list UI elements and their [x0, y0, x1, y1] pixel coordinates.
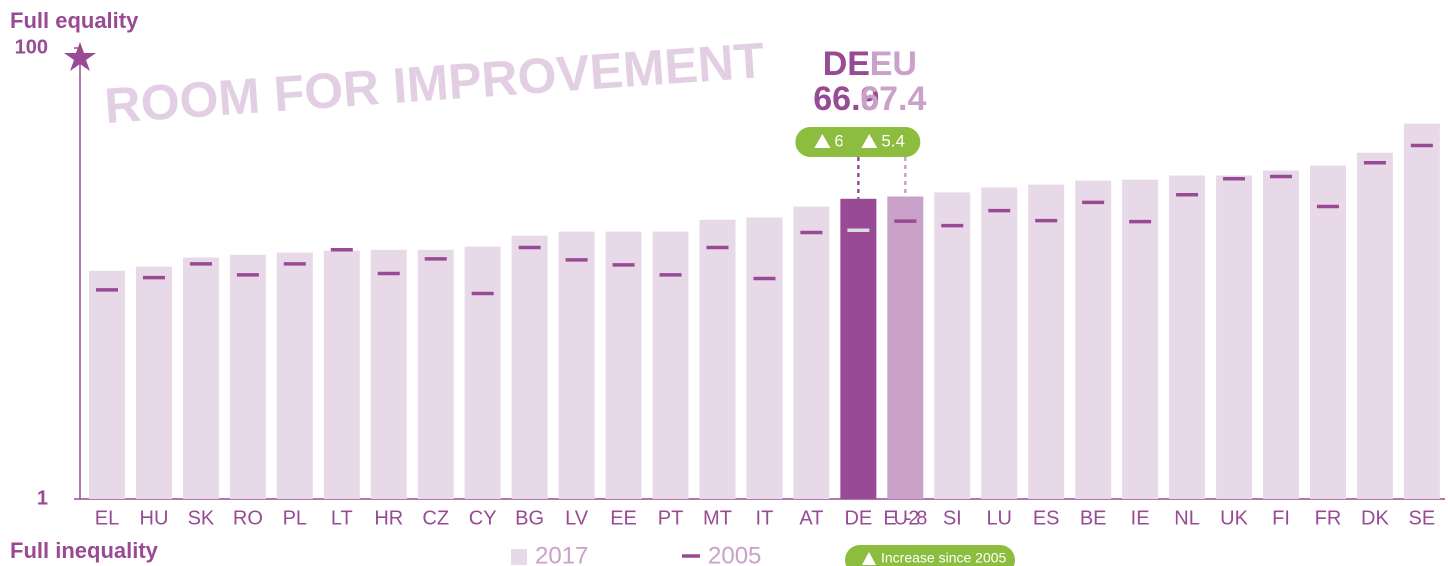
x-tick-label: HU: [140, 507, 169, 529]
x-tick-label: AT: [799, 507, 823, 529]
bar: [1169, 175, 1206, 500]
bar: [887, 196, 924, 499]
x-tick-label: LT: [331, 507, 353, 529]
bar: [840, 198, 877, 500]
x-tick-label: CY: [469, 507, 497, 529]
x-tick-label: BG: [515, 507, 544, 529]
bar: [1075, 180, 1112, 500]
legend-label: 2017: [535, 542, 588, 566]
bar: [464, 246, 501, 499]
top-label: Full equality: [10, 8, 139, 33]
x-tick-label: DE: [844, 507, 872, 529]
x-tick-label: SI: [943, 507, 962, 529]
bar: [1122, 179, 1159, 499]
bar: [229, 254, 266, 499]
x-tick-label: HR: [374, 507, 403, 529]
x-tick-label: SE: [1409, 507, 1436, 529]
triangle-icon: [861, 134, 878, 148]
legend-badge-label: Increase since 2005: [881, 550, 1007, 566]
x-tick-label: MT: [703, 507, 732, 529]
bar: [652, 231, 689, 500]
bar: [793, 206, 830, 500]
bar: [934, 192, 971, 499]
x-tick-label: EE: [610, 507, 637, 529]
x-tick-label: LU: [986, 507, 1012, 529]
bar: [558, 231, 595, 500]
bar: [605, 231, 642, 500]
bar: [1263, 170, 1299, 500]
x-tick-label: PL: [283, 507, 307, 529]
highlight-value: 66.9: [813, 80, 879, 118]
change-label: 5.4: [881, 131, 905, 150]
bar: [1028, 184, 1065, 499]
x-tick-label: FR: [1315, 507, 1342, 529]
x-tick-label: EU-28: [883, 507, 927, 529]
bar: [276, 252, 313, 499]
bar: [89, 270, 125, 499]
x-tick-label: CZ: [422, 507, 449, 529]
x-tick-label: NL: [1174, 507, 1200, 529]
x-tick-label: BE: [1080, 507, 1107, 529]
bar: [699, 219, 736, 499]
bar: [511, 235, 548, 499]
x-tick-label: SK: [188, 507, 215, 529]
y-tick-label: 100: [15, 36, 48, 58]
bar: [417, 249, 454, 499]
highlight-label: DE: [823, 45, 870, 83]
change-badge: [842, 127, 921, 157]
x-tick-label: PT: [658, 507, 684, 529]
x-tick-label: RO: [233, 507, 263, 529]
highlight-value: 67.4: [860, 80, 926, 118]
bottom-label: Full inequality: [10, 538, 159, 563]
bar: [746, 217, 783, 499]
bar: [370, 249, 407, 499]
bar: [1403, 123, 1440, 499]
x-tick-label: IE: [1131, 507, 1150, 529]
bar: [981, 187, 1018, 499]
bar: [1309, 165, 1346, 500]
x-tick-label: UK: [1220, 507, 1248, 529]
x-tick-label: ES: [1033, 507, 1060, 529]
x-tick-label: FI: [1272, 507, 1290, 529]
legend-swatch: [511, 549, 527, 565]
bar: [1216, 175, 1253, 500]
bar: [182, 257, 219, 499]
triangle-icon: [814, 134, 831, 148]
watermark: ROOM FOR IMPROVEMENT: [103, 32, 766, 134]
legend-badge: [845, 545, 1015, 566]
x-tick-label: IT: [756, 507, 774, 529]
x-tick-label: EL: [95, 507, 119, 529]
triangle-icon: [862, 552, 876, 565]
highlight-label: EU: [870, 45, 917, 83]
y-tick-label: 1: [37, 487, 48, 509]
x-tick-label: LV: [565, 507, 589, 529]
legend-label: 2005: [708, 542, 761, 566]
bar: [323, 250, 360, 499]
bar: [1356, 152, 1393, 499]
bar: [135, 266, 172, 499]
x-tick-label: DK: [1361, 507, 1389, 529]
